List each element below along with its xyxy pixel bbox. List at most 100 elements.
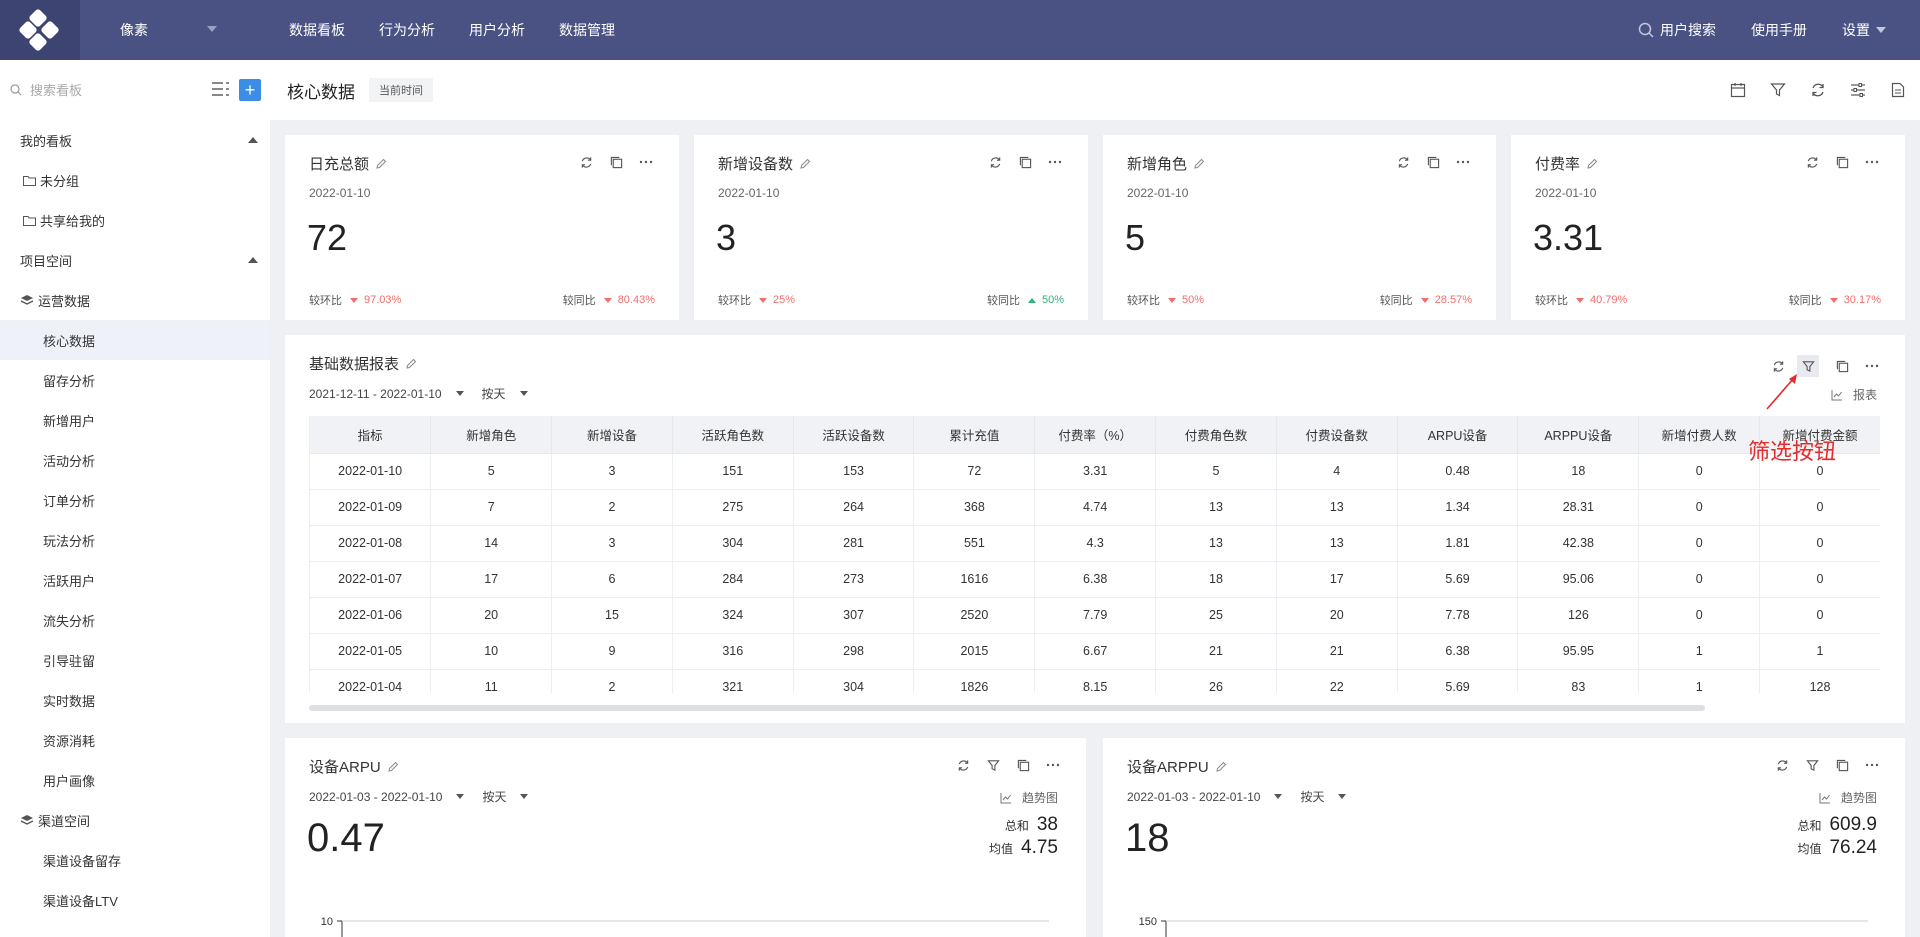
sidebar-item-user-profile[interactable]: 用户画像 <box>43 773 96 789</box>
copy-icon[interactable] <box>1835 359 1849 373</box>
granularity-select[interactable]: 按天 <box>481 387 506 401</box>
sidebar-item-retention[interactable]: 留存分析 <box>43 373 96 389</box>
col-header[interactable]: 付费率（%） <box>1034 416 1157 454</box>
sidebar-item-channel-ltv[interactable]: 渠道设备LTV <box>43 893 118 909</box>
nav-behavior-analysis[interactable]: 行为分析 <box>379 22 435 38</box>
report-view-toggle[interactable]: 报表 <box>1831 386 1877 403</box>
copy-icon[interactable] <box>1835 758 1849 772</box>
document-icon[interactable] <box>1890 82 1906 98</box>
col-header[interactable]: ARPU设备 <box>1397 416 1519 454</box>
edit-icon[interactable] <box>1193 158 1205 170</box>
sidebar-item-realtime[interactable]: 实时数据 <box>43 693 96 709</box>
folder-shared[interactable]: 共享给我的 <box>0 200 270 240</box>
col-header[interactable]: 新增角色 <box>430 416 553 454</box>
col-header[interactable]: 新增付费人数 <box>1638 416 1761 454</box>
copy-icon[interactable] <box>1426 155 1440 169</box>
sidebar-item-core-data[interactable]: 核心数据 <box>0 320 270 360</box>
sidebar-item-active-users[interactable]: 活跃用户 <box>43 573 96 589</box>
horizontal-scrollbar[interactable] <box>309 705 1705 711</box>
granularity-select[interactable]: 按天 <box>1300 790 1325 804</box>
group-channel-space[interactable]: 渠道空间 <box>0 800 270 840</box>
table-row[interactable]: 2022-01-04 11 2 321 304 1826 8.15 26 22 5.69 83 1 12… <box>310 669 1880 693</box>
trend-view-toggle[interactable]: 趋势图 <box>1000 789 1058 806</box>
date-range-select[interactable]: 2022-01-03 - 2022-01-10 <box>1127 789 1261 804</box>
filter-icon[interactable] <box>1805 758 1819 772</box>
date-range-select[interactable]: 2022-01-03 - 2022-01-10 <box>309 789 443 804</box>
sidebar-item-resources[interactable]: 资源消耗 <box>43 733 96 749</box>
table-row[interactable]: 2022-01-09 7 2 275 264 368 4.74 13 13 1.34 28.31 0 0 <box>310 489 1880 526</box>
table-row[interactable]: 2022-01-05 10 9 316 298 2015 6.67 21 21 6.38 95.95… <box>310 633 1880 670</box>
col-header[interactable]: ARPPU设备 <box>1517 416 1640 454</box>
table-row[interactable]: 2022-01-10 5 3 151 153 72 3.31 5 4 0.48 18 0 0 <box>310 453 1880 490</box>
col-header[interactable]: 付费角色数 <box>1155 416 1277 454</box>
settings-menu[interactable]: 设置 <box>1842 20 1886 40</box>
granularity-select[interactable]: 按天 <box>482 790 507 804</box>
edit-icon[interactable] <box>387 761 399 773</box>
more-icon[interactable] <box>1048 155 1062 169</box>
edit-icon[interactable] <box>799 158 811 170</box>
copy-icon[interactable] <box>609 155 623 169</box>
project-space-section[interactable]: 项目空间 <box>0 240 270 280</box>
col-header[interactable]: 付费设备数 <box>1276 416 1398 454</box>
nav-dashboard[interactable]: 数据看板 <box>289 22 345 38</box>
sidebar-item-orders[interactable]: 订单分析 <box>43 493 96 509</box>
date-range-select[interactable]: 2021-12-11 - 2022-01-10 <box>309 386 442 401</box>
more-icon[interactable] <box>1865 758 1879 772</box>
folder-ungrouped[interactable]: 未分组 <box>0 160 270 200</box>
refresh-icon[interactable] <box>1396 155 1410 169</box>
refresh-icon[interactable] <box>956 758 970 772</box>
my-boards-section[interactable]: 我的看板 <box>0 120 270 160</box>
more-icon[interactable] <box>639 155 653 169</box>
refresh-icon[interactable] <box>1775 758 1789 772</box>
col-header[interactable]: 累计充值 <box>913 416 1036 454</box>
more-icon[interactable] <box>1456 155 1470 169</box>
app-logo[interactable] <box>0 0 80 60</box>
filter-icon[interactable] <box>1770 82 1786 98</box>
manual-link[interactable]: 使用手册 <box>1751 20 1807 40</box>
report-table-container[interactable]: 指标 新增角色 新增设备 活跃角色数 活跃设备数 累计充值 付费率（%） 付费角… <box>309 416 1880 693</box>
sidebar-item-gameplay[interactable]: 玩法分析 <box>43 533 96 549</box>
sidebar-item-churn[interactable]: 流失分析 <box>43 613 96 629</box>
sidebar-item-channel-retention[interactable]: 渠道设备留存 <box>43 853 122 869</box>
copy-icon[interactable] <box>1835 155 1849 169</box>
user-search-button[interactable]: 用户搜索 <box>1638 20 1716 40</box>
table-row[interactable]: 2022-01-08 14 3 304 281 551 4.3 13 13 1.81 42.38 0 0 <box>310 525 1880 562</box>
edit-icon[interactable] <box>375 158 387 170</box>
filter-icon[interactable] <box>986 758 1000 772</box>
table-row[interactable]: 2022-01-07 17 6 284 273 1616 6.38 18 17 5.69 95.06… <box>310 561 1880 598</box>
refresh-icon[interactable] <box>988 155 1002 169</box>
trend-view-toggle[interactable]: 趋势图 <box>1819 789 1877 806</box>
sidebar-item-activity[interactable]: 活动分析 <box>43 453 96 469</box>
nav-user-analysis[interactable]: 用户分析 <box>469 22 525 38</box>
list-view-button[interactable] <box>212 81 230 97</box>
more-icon[interactable] <box>1865 155 1879 169</box>
col-header[interactable]: 活跃角色数 <box>672 416 794 454</box>
col-header[interactable]: 指标 <box>310 416 432 454</box>
calendar-icon[interactable] <box>1730 82 1746 98</box>
board-search-input[interactable] <box>30 82 180 98</box>
project-selector[interactable]: 像素 <box>80 0 270 60</box>
col-header[interactable]: 活跃设备数 <box>793 416 915 454</box>
copy-icon[interactable] <box>1016 758 1030 772</box>
filter-button[interactable] <box>1797 355 1819 377</box>
sliders-icon[interactable] <box>1850 82 1866 98</box>
edit-icon[interactable] <box>1586 158 1598 170</box>
more-icon[interactable] <box>1046 758 1060 772</box>
more-icon[interactable] <box>1865 359 1879 373</box>
sidebar-item-new-users[interactable]: 新增用户 <box>43 413 96 429</box>
group-ops-data[interactable]: 运营数据 <box>0 280 270 320</box>
edit-icon[interactable] <box>1215 761 1227 773</box>
table-row[interactable]: 2022-01-06 20 15 324 307 2520 7.79 25 20 7.78 126 0… <box>310 597 1880 634</box>
refresh-icon[interactable] <box>1805 155 1819 169</box>
copy-icon[interactable] <box>1018 155 1032 169</box>
edit-icon[interactable] <box>405 358 417 370</box>
add-board-button[interactable]: + <box>239 79 261 101</box>
current-time-tag[interactable]: 当前时间 <box>369 78 433 102</box>
refresh-icon[interactable] <box>579 155 593 169</box>
refresh-icon[interactable] <box>1810 82 1826 98</box>
col-header[interactable]: 新增设备 <box>551 416 673 454</box>
nav-data-management[interactable]: 数据管理 <box>559 22 615 38</box>
sidebar-item-guide[interactable]: 引导驻留 <box>43 653 96 669</box>
refresh-icon[interactable] <box>1771 359 1785 373</box>
col-header[interactable]: 新增付费金额 <box>1759 416 1880 454</box>
